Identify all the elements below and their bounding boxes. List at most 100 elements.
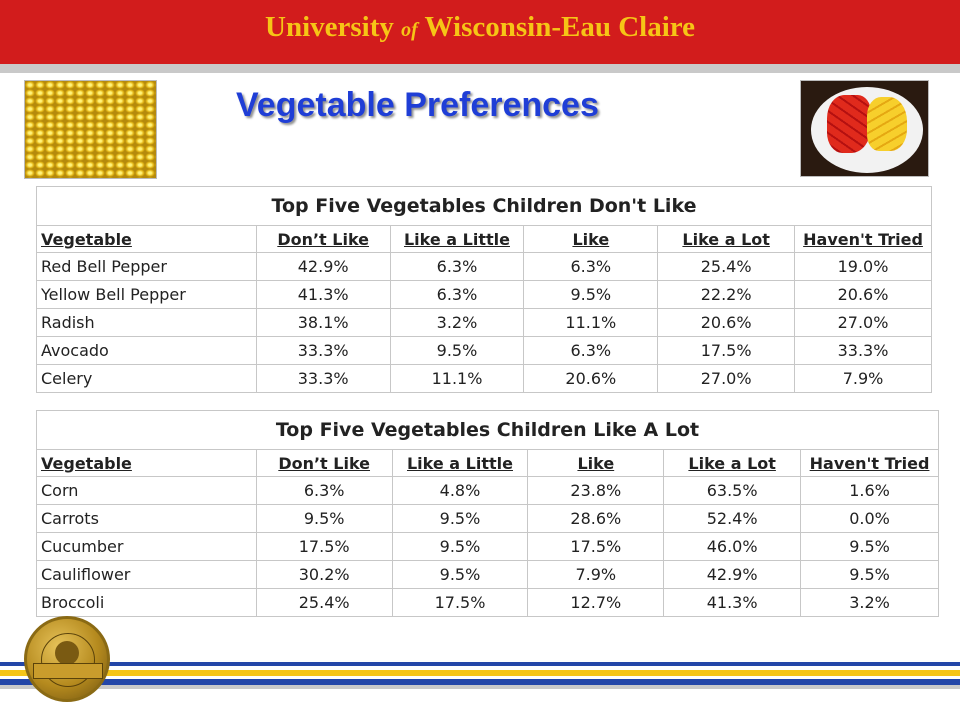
stripe: [0, 670, 960, 676]
percentage-cell: 6.3%: [389, 252, 525, 281]
corn-photo: [24, 80, 157, 179]
column-header: Like a Little: [389, 225, 525, 253]
yellow-pepper-strips: [867, 97, 907, 151]
percentage-cell: 9.5%: [391, 532, 529, 561]
header-divider: [0, 64, 960, 73]
table-like-a-lot: Top Five Vegetables Children Like A Lot …: [36, 410, 939, 617]
university-name-part: Wisconsin-Eau Claire: [424, 11, 695, 43]
stripe: [0, 666, 960, 670]
stripe: [0, 685, 960, 689]
table-header-row: Vegetable Don’t Like Like a Little Like Like…: [36, 225, 932, 253]
vegetable-name-cell: Yellow Bell Pepper: [36, 280, 257, 309]
vegetable-name-cell: Cucumber: [36, 532, 257, 561]
table-row: Cucumber 17.5% 9.5% 17.5% 46.0% 9.5%: [36, 532, 939, 561]
percentage-cell: 27.0%: [657, 364, 796, 393]
percentage-cell: 42.9%: [255, 252, 391, 281]
table-body: Corn 6.3% 4.8% 23.8% 63.5% 1.6% Carrots 9.5% 9.5…: [36, 476, 939, 617]
percentage-cell: 27.0%: [794, 308, 932, 337]
column-header: Haven't Tried: [794, 225, 932, 253]
column-header: Like a Lot: [657, 225, 796, 253]
peppers-photo: [800, 80, 929, 177]
university-of: of: [401, 19, 418, 41]
percentage-cell: 1.6%: [800, 476, 939, 505]
vegetable-name-cell: Avocado: [36, 336, 257, 365]
stripe: [0, 662, 960, 666]
table-row: Broccoli 25.4% 17.5% 12.7% 41.3% 3.2%: [36, 588, 939, 617]
percentage-cell: 9.5%: [389, 336, 525, 365]
percentage-cell: 6.3%: [523, 252, 659, 281]
percentage-cell: 52.4%: [663, 504, 802, 533]
vegetable-name-cell: Carrots: [36, 504, 257, 533]
percentage-cell: 11.1%: [523, 308, 659, 337]
percentage-cell: 25.4%: [657, 252, 796, 281]
header-banner: University of Wisconsin-Eau Claire: [0, 0, 960, 64]
page-title: Vegetable Preferences: [236, 86, 599, 124]
footer-stripes: [0, 662, 960, 692]
percentage-cell: 17.5%: [255, 532, 393, 561]
vegetable-name-cell: Celery: [36, 364, 257, 393]
percentage-cell: 41.3%: [255, 280, 391, 309]
percentage-cell: 9.5%: [391, 560, 529, 589]
table-row: Yellow Bell Pepper 41.3% 6.3% 9.5% 22.2% 20.6…: [36, 280, 932, 309]
percentage-cell: 20.6%: [794, 280, 932, 309]
vegetable-name-cell: Broccoli: [36, 588, 257, 617]
table-row: Carrots 9.5% 9.5% 28.6% 52.4% 0.0%: [36, 504, 939, 533]
percentage-cell: 19.0%: [794, 252, 932, 281]
percentage-cell: 7.9%: [794, 364, 932, 393]
percentage-cell: 41.3%: [663, 588, 802, 617]
vegetable-name-cell: Cauliflower: [36, 560, 257, 589]
percentage-cell: 6.3%: [389, 280, 525, 309]
percentage-cell: 33.3%: [255, 336, 391, 365]
table-header-row: Vegetable Don’t Like Like a Little Like Like…: [36, 449, 939, 477]
percentage-cell: 17.5%: [527, 532, 665, 561]
percentage-cell: 9.5%: [391, 504, 529, 533]
percentage-cell: 23.8%: [527, 476, 665, 505]
column-header: Like: [527, 449, 665, 477]
column-header: Vegetable: [36, 449, 257, 477]
percentage-cell: 12.7%: [527, 588, 665, 617]
percentage-cell: 20.6%: [657, 308, 796, 337]
tree-icon: [55, 641, 79, 665]
vegetable-name-cell: Red Bell Pepper: [36, 252, 257, 281]
table-row: Avocado 33.3% 9.5% 6.3% 17.5% 33.3%: [36, 336, 932, 365]
percentage-cell: 0.0%: [800, 504, 939, 533]
percentage-cell: 11.1%: [389, 364, 525, 393]
percentage-cell: 46.0%: [663, 532, 802, 561]
column-header: Vegetable: [36, 225, 257, 253]
university-title: University of Wisconsin-Eau Claire: [0, 0, 960, 57]
percentage-cell: 63.5%: [663, 476, 802, 505]
percentage-cell: 7.9%: [527, 560, 665, 589]
seal-ring: [41, 633, 95, 687]
percentage-cell: 3.2%: [800, 588, 939, 617]
seal-banner: [33, 663, 103, 679]
table-body: Red Bell Pepper 42.9% 6.3% 6.3% 25.4% 19.0% Ye…: [36, 252, 932, 393]
percentage-cell: 33.3%: [794, 336, 932, 365]
vegetable-name-cell: Radish: [36, 308, 257, 337]
table-dont-like: Top Five Vegetables Children Don't Like …: [36, 186, 932, 393]
column-header: Don’t Like: [255, 225, 391, 253]
table-row: Celery 33.3% 11.1% 20.6% 27.0% 7.9%: [36, 364, 932, 393]
percentage-cell: 17.5%: [657, 336, 796, 365]
percentage-cell: 17.5%: [391, 588, 529, 617]
table-caption: Top Five Vegetables Children Like A Lot: [36, 410, 939, 450]
table-row: Corn 6.3% 4.8% 23.8% 63.5% 1.6%: [36, 476, 939, 505]
red-pepper-strips: [827, 95, 871, 153]
percentage-cell: 3.2%: [389, 308, 525, 337]
percentage-cell: 28.6%: [527, 504, 665, 533]
percentage-cell: 9.5%: [800, 532, 939, 561]
university-name-part: University: [265, 11, 394, 43]
column-header: Don’t Like: [255, 449, 393, 477]
percentage-cell: 9.5%: [800, 560, 939, 589]
column-header: Like a Lot: [663, 449, 802, 477]
column-header: Like a Little: [391, 449, 529, 477]
percentage-cell: 20.6%: [523, 364, 659, 393]
vegetable-name-cell: Corn: [36, 476, 257, 505]
table-row: Radish 38.1% 3.2% 11.1% 20.6% 27.0%: [36, 308, 932, 337]
percentage-cell: 30.2%: [255, 560, 393, 589]
column-header: Haven't Tried: [800, 449, 939, 477]
table-row: Cauliflower 30.2% 9.5% 7.9% 42.9% 9.5%: [36, 560, 939, 589]
stripe: [0, 676, 960, 679]
percentage-cell: 9.5%: [255, 504, 393, 533]
percentage-cell: 22.2%: [657, 280, 796, 309]
percentage-cell: 6.3%: [523, 336, 659, 365]
